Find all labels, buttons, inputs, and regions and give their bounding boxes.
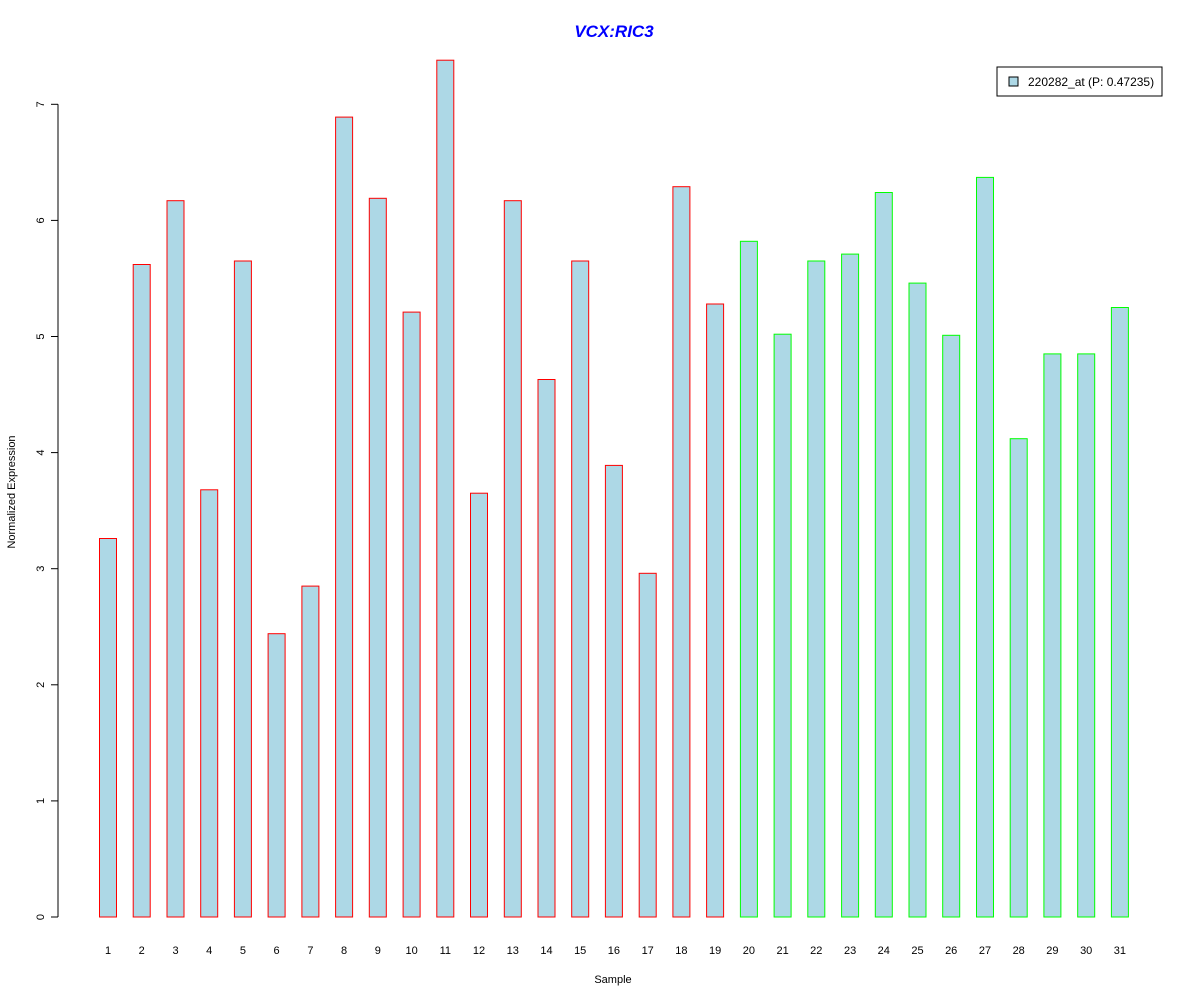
x-tick-label: 1 (105, 945, 111, 957)
chart-title: VCX:RIC3 (574, 22, 654, 41)
x-tick-label: 21 (776, 945, 788, 957)
bar-sample-23 (841, 253, 860, 918)
bar-sample-10 (402, 311, 421, 918)
x-tick-label: 4 (206, 945, 212, 957)
x-tick-label: 17 (642, 945, 654, 957)
bar-sample-27 (976, 176, 994, 918)
y-tick-label: 1 (35, 798, 47, 804)
x-tick-label: 14 (540, 945, 552, 957)
bar-sample-25 (908, 282, 927, 918)
x-tick-label: 25 (911, 945, 923, 957)
bar-sample-4 (200, 489, 219, 918)
x-tick-label: 18 (675, 945, 687, 957)
x-tick-label: 12 (473, 945, 485, 957)
legend-swatch (1008, 76, 1019, 87)
x-axis: 1 2 3 4 5 6 7 8 9 10 11 12 13 14 15 16 17 18 19 20 21 22 23 24 2… (105, 945, 1126, 957)
x-tick-label: 31 (1114, 945, 1126, 957)
bar-sample-5 (233, 260, 252, 918)
bar-sample-31 (1110, 307, 1129, 918)
bar-sample-3 (166, 200, 185, 918)
bar-sample-2 (132, 264, 151, 918)
x-tick-label: 13 (507, 945, 519, 957)
legend-box (996, 66, 1163, 97)
bar-sample-20 (739, 240, 758, 918)
x-tick-label: 3 (172, 945, 178, 957)
x-tick-label: 23 (844, 945, 856, 957)
bar-sample-13 (503, 200, 522, 918)
x-tick-label: 9 (375, 945, 381, 957)
x-tick-label: 11 (440, 945, 451, 957)
x-tick-label: 15 (574, 945, 586, 957)
x-tick-label: 28 (1013, 945, 1025, 957)
bar-sample-19 (706, 303, 725, 918)
bar-sample-6 (267, 633, 286, 918)
x-tick-label: 7 (307, 945, 313, 957)
bar-sample-7 (301, 585, 320, 918)
x-tick-label: 29 (1046, 945, 1058, 957)
bar-sample-18 (672, 186, 691, 918)
x-axis-label: Sample (594, 974, 631, 986)
bar-sample-24 (874, 192, 893, 918)
y-tick-label: 4 (35, 450, 47, 456)
legend: 220282_at (P: 0.47235) (996, 66, 1163, 97)
x-tick-label: 26 (945, 945, 957, 957)
bar-sample-29 (1043, 353, 1062, 918)
y-tick-label: 0 (35, 914, 47, 920)
bar-sample-9 (368, 197, 387, 918)
bar-sample-30 (1077, 353, 1096, 918)
x-tick-label: 2 (139, 945, 145, 957)
x-tick-label: 24 (878, 945, 890, 957)
x-tick-label: 16 (608, 945, 620, 957)
x-tick-label: 30 (1080, 945, 1092, 957)
legend-entry-label: 220282_at (P: 0.47235) (1028, 75, 1154, 89)
bar-sample-16 (604, 464, 623, 918)
y-tick-label: 5 (35, 333, 47, 339)
bar-sample-11 (436, 59, 455, 918)
x-tick-label: 27 (979, 945, 991, 957)
y-axis-label: Normalized Expression (6, 435, 18, 548)
bar-sample-14 (537, 379, 556, 918)
y-tick-label: 3 (35, 566, 47, 572)
x-tick-label: 19 (709, 945, 721, 957)
bar-sample-28 (1009, 438, 1028, 918)
y-tick-label: 6 (35, 217, 47, 223)
x-tick-label: 10 (405, 945, 417, 957)
bar-sample-12 (470, 492, 488, 918)
bars (99, 59, 1129, 918)
y-axis: 0 1 2 3 4 5 6 7 (35, 101, 59, 920)
bar-sample-21 (773, 333, 792, 918)
bar-sample-15 (571, 260, 590, 918)
bar-sample-1 (99, 538, 117, 918)
x-tick-label: 6 (274, 945, 280, 957)
x-tick-label: 22 (810, 945, 822, 957)
x-tick-label: 20 (743, 945, 755, 957)
y-tick-label: 2 (35, 682, 47, 688)
bar-sample-17 (638, 572, 657, 918)
bar-sample-26 (942, 334, 961, 918)
x-tick-label: 5 (240, 945, 246, 957)
x-tick-label: 8 (341, 945, 347, 957)
bar-sample-8 (335, 116, 354, 918)
bar-sample-22 (807, 260, 826, 918)
y-tick-label: 7 (35, 101, 47, 107)
